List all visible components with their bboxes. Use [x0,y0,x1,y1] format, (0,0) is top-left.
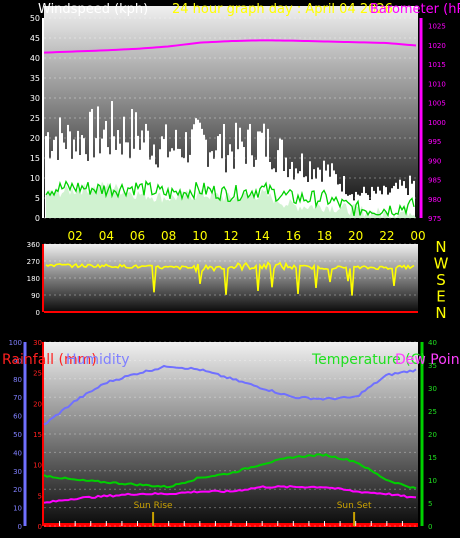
humidity-y-tick-label: 100 [9,339,22,347]
wind-y-tick-label: 10 [30,174,40,183]
temperature-y-tick-label: 40 [428,339,437,347]
wind-y-tick-label: 25 [30,114,40,123]
direction-y-tick-label: 360 [27,241,40,249]
pressure-y-tick-label: 1015 [428,61,446,69]
hour-tick-label: 22 [379,229,394,243]
pressure-y-tick-label: 995 [428,138,441,146]
rainfall-y-tick-label: 20 [33,400,42,408]
temperature-y-tick-label: 15 [428,454,437,462]
pressure-line [43,39,417,54]
hour-tick-label: 06 [130,229,145,243]
humidity-y-tick-label: 70 [13,394,22,402]
direction-y-tick-label: 0 [36,309,40,317]
compass-label: W [434,255,449,273]
compass-label: E [436,288,445,306]
rainfall-y-tick-label: 0 [38,523,42,531]
humidity-y-tick-label: 10 [13,505,22,513]
wind-y-tick-label: 5 [35,194,40,203]
temperature-y-tick-label: 0 [428,523,432,531]
rainfall-y-tick-label: 15 [33,431,42,439]
wind-y-tick-label: 20 [30,134,40,143]
wind-y-tick-label: 45 [30,34,40,43]
wind-y-tick-label: 15 [30,154,40,163]
humidity-y-tick-label: 90 [13,357,22,365]
wind-average-line [45,179,415,218]
pressure-y-tick-label: 975 [428,215,441,223]
barometer-axis-label: Barometer (hPa) [370,2,460,17]
humidity-y-tick-label: 30 [13,468,22,476]
wind-direction-line [45,260,415,296]
direction-y-tick-label: 90 [31,292,40,300]
hour-tick-label: 08 [161,229,176,243]
pressure-y-tick-label: 1010 [428,80,446,88]
wind-y-tick-label: 35 [30,74,40,83]
humidity-y-tick-label: 60 [13,413,22,421]
rainfall-y-tick-label: 25 [33,370,42,378]
humidity-y-tick-label: 40 [13,449,22,457]
humidity-line [43,364,417,426]
hour-tick-label: 04 [99,229,114,243]
humidity-y-tick-label: 20 [13,486,22,494]
temperature-y-tick-label: 25 [428,408,437,416]
temperature-y-tick-label: 20 [428,431,437,439]
hour-tick-label: 00 [410,229,425,243]
sun-annotation: Sun Rise [134,501,173,511]
temperature-y-tick-label: 10 [428,477,437,485]
compass-label: N [435,238,446,256]
hour-tick-label: 10 [192,229,207,243]
graph-title: 24 hour graph day : April 04 2026 [172,2,393,17]
temperature-y-tick-label: 5 [428,500,432,508]
compass-label: S [436,271,446,289]
pressure-y-tick-label: 1000 [428,119,446,127]
wind-y-tick-label: 0 [35,214,40,223]
hour-tick-label: 18 [317,229,332,243]
dew-point-axis-label: Dew Point [395,352,460,368]
direction-panel-background [44,244,418,312]
hour-tick-label: 16 [286,229,301,243]
rainfall-y-tick-label: 30 [33,339,42,347]
hour-tick-label: 12 [223,229,238,243]
humidity-y-tick-label: 80 [13,376,22,384]
rainfall-axis-label: Rainfall (mm) [2,352,97,368]
direction-y-tick-label: 270 [27,258,40,266]
temperature-y-tick-label: 35 [428,362,437,370]
pressure-y-tick-label: 980 [428,196,441,204]
humidity-axis-label: Humidity [66,352,129,368]
pressure-y-tick-label: 1005 [428,100,446,108]
humidity-y-tick-label: 50 [13,431,22,439]
hour-tick-label: 14 [255,229,270,243]
dew-point-line [43,484,417,504]
pressure-y-tick-label: 1025 [428,23,446,31]
direction-y-tick-label: 180 [27,275,40,283]
windspeed-axis-label: Windspeed (kph) [38,2,148,17]
compass-label: N [435,304,446,322]
hour-tick-label: 02 [68,229,83,243]
chart-marks: 0510152025303540455097598098599099510001… [9,14,449,531]
sun-annotation: Sun Set [337,501,372,511]
hour-tick-label: 20 [348,229,363,243]
pressure-y-tick-label: 985 [428,177,441,185]
rainfall-y-tick-label: 10 [33,462,42,470]
rainfall-y-tick-label: 5 [38,492,42,500]
wind-y-tick-label: 30 [30,94,40,103]
pressure-y-tick-label: 1020 [428,42,446,50]
pressure-y-tick-label: 990 [428,157,441,165]
temperature-axis-label: Temperature (C) [311,352,426,368]
temperature-line [43,453,417,490]
temperature-y-tick-label: 30 [428,385,437,393]
wind-y-tick-label: 50 [30,14,40,23]
humidity-y-tick-label: 0 [18,523,22,531]
wind-y-tick-label: 40 [30,54,40,63]
